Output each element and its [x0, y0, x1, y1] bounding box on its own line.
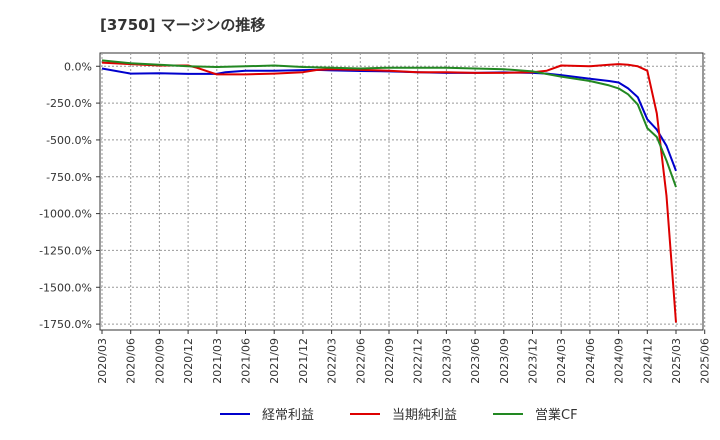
x-tick-label: 2024/06 [584, 338, 597, 384]
series-lines [101, 59, 677, 323]
x-tick-label: 2021/12 [297, 338, 310, 384]
x-tick-label: 2021/06 [240, 338, 253, 384]
x-tick-label: 2022/09 [383, 338, 396, 384]
x-tick-label: 2021/09 [268, 338, 281, 384]
y-tick-label: -1250.0% [39, 244, 92, 257]
y-tick-label: -250.0% [46, 97, 92, 110]
x-tick-label: 2025/03 [670, 338, 683, 384]
legend-label: 当期純利益 [392, 408, 457, 423]
y-tick-label: -500.0% [46, 134, 92, 147]
series-line [101, 61, 677, 323]
x-tick-label: 2024/03 [555, 338, 568, 384]
x-tick-label: 2020/12 [182, 338, 195, 384]
x-tick-label: 2023/09 [498, 338, 511, 384]
x-tick-label: 2020/03 [96, 338, 109, 384]
x-axis-ticks: 2020/03 2020/06 2020/09 2020/12 2021/03 2021/… [96, 330, 712, 384]
y-axis-ticks: 0.0% -250.0% -500.0% -750.0% -1000.0% -1250.0… [39, 60, 100, 331]
y-tick-label: -1000.0% [39, 208, 92, 221]
legend: 経常利益 当期純利益 営業CF [220, 407, 578, 423]
y-tick-label: -1500.0% [39, 281, 92, 294]
y-tick-label: 0.0% [64, 60, 92, 73]
x-tick-label: 2020/09 [153, 338, 166, 384]
y-tick-label: -1750.0% [39, 318, 92, 331]
x-tick-label: 2024/12 [641, 338, 654, 384]
x-tick-label: 2021/03 [211, 338, 224, 384]
x-tick-label: 2022/03 [326, 338, 339, 384]
plot-area [99, 52, 704, 331]
x-tick-label: 2022/06 [354, 338, 367, 384]
legend-label: 経常利益 [262, 408, 314, 423]
y-tick-label: -750.0% [46, 171, 92, 184]
x-tick-label: 2025/06 [699, 338, 712, 384]
x-tick-label: 2023/06 [469, 338, 482, 384]
x-tick-label: 2020/06 [125, 338, 138, 384]
grid-lines [100, 53, 706, 330]
series-line [101, 59, 677, 188]
chart-title: [3750] マージンの推移 [100, 16, 266, 34]
legend-label: 営業CF [535, 407, 578, 423]
x-tick-label: 2022/12 [412, 338, 425, 384]
x-tick-label: 2023/03 [440, 338, 453, 384]
x-tick-label: 2024/09 [613, 338, 626, 384]
x-tick-label: 2023/12 [527, 338, 540, 384]
